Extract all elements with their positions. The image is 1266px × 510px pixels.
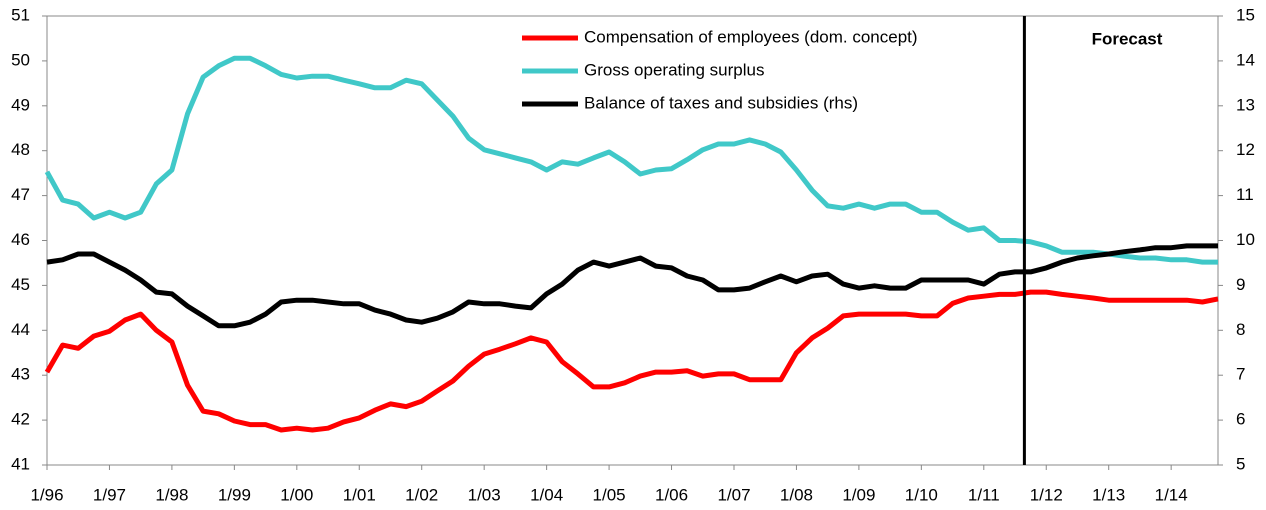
y-tick-label: 44 bbox=[11, 320, 30, 339]
x-tick-label: 1/11 bbox=[968, 485, 1000, 504]
x-tick-label: 1/97 bbox=[93, 485, 126, 504]
y2-tick-label: 13 bbox=[1236, 95, 1255, 114]
x-tick-label: 1/99 bbox=[218, 485, 251, 504]
y2-tick-label: 8 bbox=[1236, 320, 1245, 339]
x-tick-label: 1/96 bbox=[30, 485, 63, 504]
y-tick-label: 41 bbox=[11, 454, 30, 473]
y2-tick-label: 14 bbox=[1236, 50, 1255, 69]
x-tick-label: 1/07 bbox=[717, 485, 750, 504]
x-tick-label: 1/06 bbox=[655, 485, 688, 504]
x-tick-label: 1/10 bbox=[905, 485, 938, 504]
y-tick-label: 47 bbox=[11, 185, 30, 204]
y2-tick-label: 7 bbox=[1236, 365, 1245, 384]
y-tick-label: 46 bbox=[11, 230, 30, 249]
y-tick-label: 48 bbox=[11, 140, 30, 159]
series-line bbox=[44, 55, 1218, 265]
x-tick-label: 1/04 bbox=[530, 485, 563, 504]
series-line bbox=[46, 243, 1218, 329]
y2-tick-label: 15 bbox=[1236, 5, 1255, 24]
x-tick-label: 1/08 bbox=[780, 485, 813, 504]
x-tick-label: 1/01 bbox=[343, 485, 376, 504]
x-tick-label: 1/13 bbox=[1092, 485, 1125, 504]
y-tick-label: 49 bbox=[11, 95, 30, 114]
y2-tick-label: 10 bbox=[1236, 230, 1255, 249]
y2-tick-label: 12 bbox=[1236, 140, 1255, 159]
y2-tick-label: 9 bbox=[1236, 275, 1245, 294]
y2-tick-label: 5 bbox=[1236, 454, 1245, 473]
x-tick-label: 1/14 bbox=[1155, 485, 1188, 504]
series-line bbox=[44, 289, 1219, 433]
legend-label: Balance of taxes and subsidies (rhs) bbox=[584, 93, 858, 112]
x-tick-label: 1/12 bbox=[1030, 485, 1063, 504]
y-tick-label: 45 bbox=[11, 275, 30, 294]
legend-box bbox=[516, 18, 1008, 122]
y2-tick-label: 6 bbox=[1236, 410, 1245, 429]
x-tick-label: 1/05 bbox=[593, 485, 626, 504]
y-tick-label: 42 bbox=[11, 410, 30, 429]
x-tick-label: 1/02 bbox=[405, 485, 438, 504]
legend-label: Compensation of employees (dom. concept) bbox=[584, 27, 918, 46]
x-tick-label: 1/03 bbox=[468, 485, 501, 504]
x-tick-label: 1/98 bbox=[155, 485, 188, 504]
x-tick-label: 1/00 bbox=[280, 485, 313, 504]
y-tick-label: 51 bbox=[11, 5, 30, 24]
y2-tick-label: 11 bbox=[1236, 185, 1254, 204]
x-tick-label: 1/09 bbox=[842, 485, 875, 504]
y-tick-label: 43 bbox=[11, 365, 30, 384]
y-tick-label: 50 bbox=[11, 50, 30, 69]
legend-label: Gross operating surplus bbox=[584, 60, 764, 79]
forecast-label: Forecast bbox=[1092, 29, 1163, 48]
